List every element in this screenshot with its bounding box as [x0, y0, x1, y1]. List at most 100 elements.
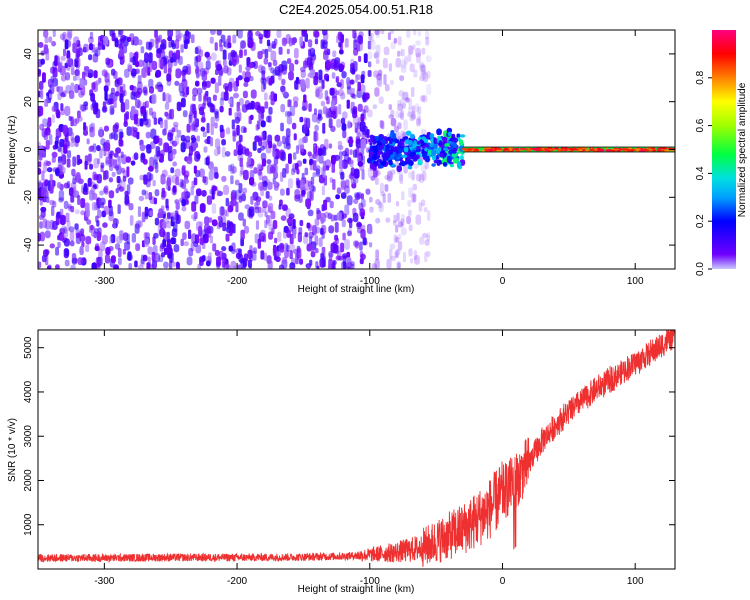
spectrogram-cell [299, 36, 303, 47]
spectrogram-cell [128, 203, 134, 211]
spectrogram-cell [60, 75, 67, 82]
spectrogram-cell [289, 243, 295, 250]
spectrogram-cell [55, 214, 60, 226]
spectrogram-cell [322, 41, 328, 49]
spectrogram-cell [43, 30, 49, 38]
spectrogram-cell [409, 63, 415, 73]
spectrogram-cell [54, 55, 58, 67]
spectrogram-cell [452, 137, 458, 143]
spectrogram-cell [408, 45, 414, 55]
spectrogram-cell [436, 128, 442, 136]
snr-axes: -300 -200 -100 0 100 1000 2000 3000 4000 5000 [23, 330, 675, 587]
spectrogram-cell [236, 124, 240, 136]
spectrogram-cell [307, 39, 313, 48]
spectrogram-cell [252, 141, 257, 151]
spectrogram-cell [111, 68, 116, 76]
spectrogram-cell [100, 162, 105, 169]
spectrogram-cell [308, 49, 311, 57]
spectrogram-cell [393, 146, 398, 152]
spectrogram-cell [105, 78, 111, 87]
spectrogram-cell [214, 82, 219, 94]
spectrogram-cell [257, 163, 262, 170]
spectrogram-cell [299, 219, 304, 227]
spectrogram-cell [116, 235, 123, 244]
spectrogram-cell [195, 68, 201, 77]
spectrogram-cell [542, 148, 545, 150]
spectrogram-cell [322, 160, 327, 172]
spectrogram-cell [89, 31, 94, 40]
spectrogram-cell [357, 161, 364, 167]
spectrogram-cell [375, 199, 381, 205]
spectrogram-cell [303, 94, 307, 103]
spectrogram-cell [352, 212, 359, 223]
spectrogram-cell [215, 68, 219, 76]
spectrogram-cell [177, 32, 183, 39]
spectrogram-cell [448, 149, 453, 155]
spectrogram-cell [313, 131, 319, 142]
spectrogram-cell [443, 147, 449, 151]
spectrogram-cell [85, 209, 90, 218]
spectrogram-cell [359, 251, 364, 258]
spectrogram-cell [94, 49, 101, 57]
spectrogram-cell [390, 41, 396, 50]
spectrogram-cell [104, 254, 110, 264]
spectrogram-cell [38, 182, 44, 189]
spectrogram-cell [167, 252, 172, 259]
spectrogram-cell [70, 195, 75, 203]
spectrogram-cell [398, 172, 403, 182]
spectrogram-cell [456, 161, 462, 169]
spectrogram-cell [203, 146, 208, 153]
spectrogram-cell [281, 64, 287, 75]
spectrogram-cell [380, 30, 385, 35]
snr-panel: -300 -200 -100 0 100 1000 2000 3000 4000 5000 Hei… [7, 329, 676, 595]
spectrogram-cell [63, 200, 69, 210]
spectrogram-cell [109, 133, 113, 140]
x-tick-label: -200 [227, 576, 247, 587]
spectrogram-cell [413, 193, 417, 203]
spectrogram-cell [186, 256, 193, 266]
spectrogram-cell [305, 198, 312, 208]
spectrogram-cell [363, 105, 369, 113]
spectrogram-cell [407, 111, 413, 118]
spectrogram-cell [149, 156, 155, 168]
spectrogram-cell [581, 149, 586, 152]
spectrogram-cell [329, 200, 334, 209]
spectrogram-cell [190, 103, 195, 113]
spectrogram-cell [174, 80, 180, 86]
spectrogram-cell [51, 205, 55, 216]
spectrogram-cell [413, 69, 418, 78]
spectrogram-cell [196, 87, 203, 95]
spectrogram-cell [154, 253, 160, 263]
spectrogram-cell [401, 102, 406, 110]
spectrogram-cell [80, 198, 86, 209]
spectrogram-cell [427, 232, 430, 242]
spectrogram-cell [488, 149, 493, 152]
spectrogram-cell [141, 254, 145, 265]
spectrogram-cell [225, 127, 231, 135]
spectrogram-cell [75, 117, 80, 124]
spectrogram-cell [408, 98, 412, 109]
x-tick-label: -300 [94, 576, 114, 587]
spectrogram-cell [395, 249, 401, 256]
spectrogram-cell [398, 153, 402, 159]
spectrogram-cell [462, 148, 467, 150]
spectrogram-cell [405, 130, 412, 136]
spectrogram-cell [325, 196, 331, 203]
spectrogram-cell [129, 215, 134, 226]
spectrogram-cell [243, 253, 248, 262]
spectrogram-cell [474, 148, 479, 151]
spectrogram-cell [273, 93, 277, 102]
spectrogram-cell [305, 129, 310, 137]
spectrogram-cell [547, 149, 551, 152]
spectrogram-cell [64, 62, 68, 69]
spectrogram-cell [78, 231, 83, 237]
spectrogram-cell [140, 105, 146, 115]
spectrogram-cell [339, 49, 344, 55]
spectrogram-cell [103, 170, 107, 181]
spectrogram-cell [163, 65, 168, 74]
spectrogram-cell [112, 124, 119, 134]
spectrogram-cell [72, 174, 77, 185]
spectrogram-cell [328, 143, 333, 149]
spectrogram-cell [420, 95, 426, 102]
spectrogram-cell [418, 202, 423, 212]
